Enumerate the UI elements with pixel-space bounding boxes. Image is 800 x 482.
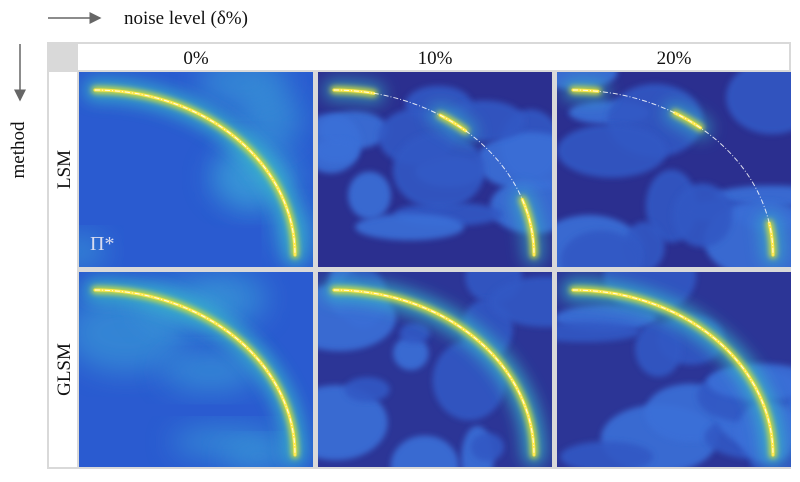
blob — [161, 349, 260, 392]
blob — [489, 276, 552, 327]
true-arc — [572, 89, 774, 256]
panel-annotation: Π* — [90, 233, 114, 255]
blob — [355, 213, 465, 241]
row-label: GLSM — [54, 343, 75, 396]
blob — [393, 336, 429, 371]
y-axis-label: method — [8, 121, 29, 178]
blob — [470, 433, 505, 462]
panels — [79, 72, 791, 467]
blob — [79, 235, 108, 267]
column-label: 10% — [418, 48, 453, 69]
header-row — [78, 44, 789, 70]
true-arc — [333, 289, 535, 456]
header-col — [49, 72, 77, 467]
heatmap-panel — [318, 72, 552, 267]
blob — [196, 72, 289, 107]
column-label: 0% — [183, 48, 209, 69]
true-arc — [333, 89, 535, 256]
blob — [318, 138, 359, 164]
heatmap-panel — [79, 272, 313, 467]
heatmap-panel — [557, 272, 791, 467]
blob — [726, 72, 791, 135]
blob — [557, 321, 641, 343]
blob — [476, 132, 552, 191]
column-label: 20% — [657, 48, 692, 69]
blob — [672, 183, 733, 248]
x-axis-label: noise level (δ%) — [124, 8, 248, 29]
blob — [222, 440, 297, 467]
blob — [399, 323, 430, 344]
blob — [344, 377, 390, 402]
blob — [390, 435, 459, 467]
true-arc — [94, 289, 296, 456]
blob — [560, 230, 642, 267]
blob — [557, 124, 667, 178]
heatmap-panel — [318, 272, 552, 467]
true-arc — [94, 89, 296, 256]
heatmap-panel — [79, 72, 313, 267]
blob — [318, 385, 388, 461]
blob — [347, 171, 391, 220]
blob — [392, 132, 485, 209]
heatmap-panel — [557, 72, 791, 267]
row-label: LSM — [54, 150, 75, 189]
blob — [635, 321, 682, 377]
blob — [560, 441, 654, 467]
true-arc — [572, 289, 774, 456]
